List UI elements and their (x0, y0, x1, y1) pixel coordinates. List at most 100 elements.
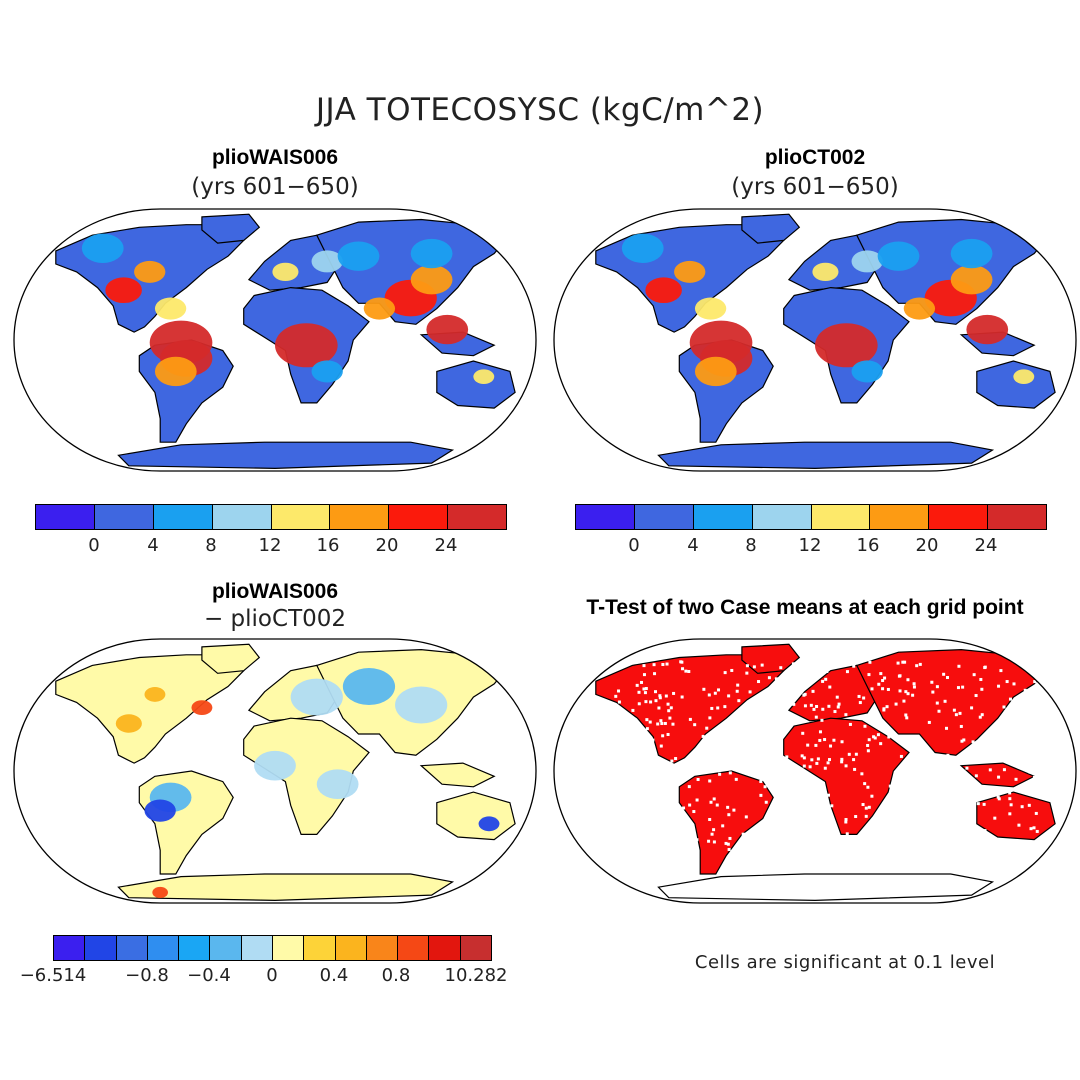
nonsignificant-cell (848, 848, 852, 852)
nonsignificant-cell (814, 715, 818, 719)
nonsignificant-cell (970, 706, 974, 710)
nonsignificant-cell (670, 759, 674, 763)
colorbar-diff-tick: 0 (266, 965, 278, 986)
nonsignificant-cell (663, 721, 667, 725)
nonsignificant-cell (967, 776, 971, 780)
nonsignificant-cell (1008, 697, 1012, 701)
nonsignificant-cell (868, 660, 872, 664)
nonsignificant-cell (840, 839, 844, 843)
nonsignificant-cell (767, 676, 771, 680)
nonsignificant-cell (708, 716, 712, 720)
nonsignificant-cell (866, 743, 870, 747)
colorbar-wais-tick: 16 (316, 535, 340, 556)
nonsignificant-cell (778, 707, 782, 711)
colorbar-difference-swatch (241, 936, 273, 960)
nonsignificant-cell (1008, 788, 1012, 792)
value-patch (812, 262, 839, 282)
nonsignificant-cell (707, 839, 711, 843)
nonsignificant-cell (671, 770, 675, 774)
panel-subtitle-wais: (yrs 601−650) (191, 174, 359, 200)
nonsignificant-cell (1037, 714, 1041, 718)
nonsignificant-cell (852, 758, 856, 762)
nonsignificant-cell (681, 811, 685, 815)
nonsignificant-cell (1030, 696, 1034, 700)
nonsignificant-cell (621, 734, 625, 738)
nonsignificant-cell (745, 671, 749, 675)
nonsignificant-cell (651, 835, 655, 839)
nonsignificant-cell (1040, 661, 1044, 665)
map-plioWAIS006 (13, 208, 537, 472)
nonsignificant-cell (629, 730, 633, 734)
nonsignificant-cell (870, 794, 874, 798)
nonsignificant-cell (997, 684, 1001, 688)
nonsignificant-cell (809, 660, 813, 664)
nonsignificant-cell (728, 752, 732, 756)
nonsignificant-cell (705, 726, 709, 730)
nonsignificant-cell (908, 783, 912, 787)
nonsignificant-cell (706, 767, 710, 771)
nonsignificant-cell (805, 824, 809, 828)
colorbar-ct-swatch (693, 505, 753, 529)
nonsignificant-cell (820, 661, 824, 665)
nonsignificant-cell (844, 818, 848, 822)
nonsignificant-cell (955, 834, 959, 838)
nonsignificant-cell (659, 744, 663, 748)
nonsignificant-cell (904, 690, 908, 694)
nonsignificant-cell (834, 832, 838, 836)
panel-subtitle-ct: (yrs 601−650) (731, 174, 899, 200)
nonsignificant-cell (608, 769, 612, 773)
nonsignificant-cell (682, 806, 686, 810)
colorbar-ct-swatch (929, 505, 989, 529)
nonsignificant-cell (818, 730, 822, 734)
nonsignificant-cell (836, 705, 840, 709)
nonsignificant-cell (897, 826, 901, 830)
nonsignificant-cell (649, 799, 653, 803)
nonsignificant-cell (614, 719, 618, 723)
colorbar-diff-tick: 0.8 (381, 965, 411, 986)
nonsignificant-cell (646, 801, 650, 805)
nonsignificant-cell (661, 810, 665, 814)
nonsignificant-cell (666, 732, 670, 736)
colorbar-wais-tick: 12 (258, 535, 282, 556)
nonsignificant-cell (779, 666, 783, 670)
nonsignificant-cell (759, 704, 763, 708)
nonsignificant-cell (792, 764, 796, 768)
nonsignificant-cell (614, 724, 618, 728)
value-patch (1013, 369, 1035, 385)
value-patch (115, 714, 142, 733)
nonsignificant-cell (635, 683, 639, 687)
nonsignificant-cell (903, 660, 907, 664)
nonsignificant-cell (835, 695, 839, 699)
nonsignificant-cell (775, 809, 779, 813)
nonsignificant-cell (728, 727, 732, 731)
colorbar-diff-tick: −0.4 (187, 965, 231, 986)
nonsignificant-cell (996, 795, 1000, 799)
nonsignificant-cell (947, 780, 951, 784)
nonsignificant-cell (912, 685, 916, 689)
colorbar-ct-swatch (752, 505, 812, 529)
nonsignificant-cell (619, 774, 623, 778)
nonsignificant-cell (674, 807, 678, 811)
nonsignificant-cell (853, 767, 857, 771)
nonsignificant-cell (619, 838, 623, 842)
nonsignificant-cell (825, 670, 829, 674)
nonsignificant-cell (979, 849, 983, 853)
colorbar-ct-tick: 4 (687, 535, 699, 556)
nonsignificant-cell (910, 800, 914, 804)
nonsignificant-cell (931, 837, 935, 841)
nonsignificant-cell (962, 738, 966, 742)
nonsignificant-cell (1041, 747, 1045, 751)
nonsignificant-cell (664, 694, 668, 698)
nonsignificant-cell (802, 756, 806, 760)
nonsignificant-cell (684, 669, 688, 673)
nonsignificant-cell (695, 798, 699, 802)
map-frame (553, 638, 1077, 904)
nonsignificant-cell (997, 797, 1001, 801)
nonsignificant-cell (751, 757, 755, 761)
nonsignificant-cell (818, 738, 822, 742)
nonsignificant-cell (746, 719, 750, 723)
map-fill (595, 213, 1056, 470)
nonsignificant-cell (949, 785, 953, 789)
nonsignificant-cell (959, 791, 963, 795)
nonsignificant-cell (821, 679, 825, 683)
